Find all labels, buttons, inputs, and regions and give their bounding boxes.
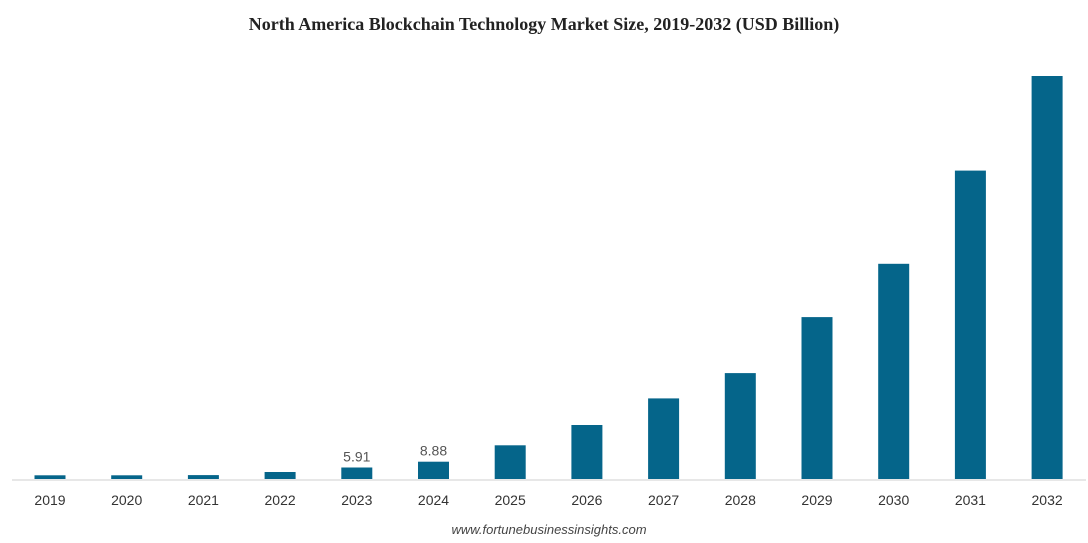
x-tick-label-2023: 2023 — [341, 492, 372, 508]
x-tick-label-2024: 2024 — [418, 492, 449, 508]
x-tick-label-2031: 2031 — [955, 492, 986, 508]
chart-title: North America Blockchain Technology Mark… — [249, 14, 839, 35]
data-label-2023: 5.91 — [343, 449, 370, 465]
bar-2030 — [878, 263, 910, 479]
x-tick-labels: 2019 2020 2021 2022 2023 2024 2025 2026 2027 2028… — [34, 492, 1062, 508]
source-label: www.fortunebusinessinsights.com — [451, 522, 646, 537]
bar-2026 — [571, 425, 603, 479]
x-tick-label-2025: 2025 — [495, 492, 526, 508]
x-tick-label-2020: 2020 — [111, 492, 142, 508]
x-tick-label-2032: 2032 — [1032, 492, 1063, 508]
x-tick-label-2019: 2019 — [34, 492, 65, 508]
bars-group — [34, 76, 1063, 479]
x-tick-label-2027: 2027 — [648, 492, 679, 508]
x-tick-label-2026: 2026 — [571, 492, 602, 508]
x-tick-label-2030: 2030 — [878, 492, 909, 508]
bar-2025 — [494, 445, 526, 479]
bar-2024 — [418, 461, 449, 479]
bar-2022 — [264, 472, 296, 479]
bar-2020 — [111, 475, 143, 479]
data-label-2024: 8.88 — [420, 443, 447, 459]
bar-2021 — [187, 475, 219, 479]
x-tick-label-2022: 2022 — [265, 492, 296, 508]
bar-2028 — [724, 373, 756, 479]
data-labels: 5.91 8.88 — [343, 443, 447, 465]
bar-2032 — [1031, 76, 1063, 479]
bar-2019 — [34, 475, 66, 479]
bar-2029 — [801, 317, 833, 479]
bar-2023 — [341, 467, 373, 479]
bar-2031 — [954, 170, 986, 479]
x-tick-label-2028: 2028 — [725, 492, 756, 508]
x-tick-label-2029: 2029 — [801, 492, 832, 508]
bar-2027 — [648, 398, 680, 479]
x-tick-label-2021: 2021 — [188, 492, 219, 508]
